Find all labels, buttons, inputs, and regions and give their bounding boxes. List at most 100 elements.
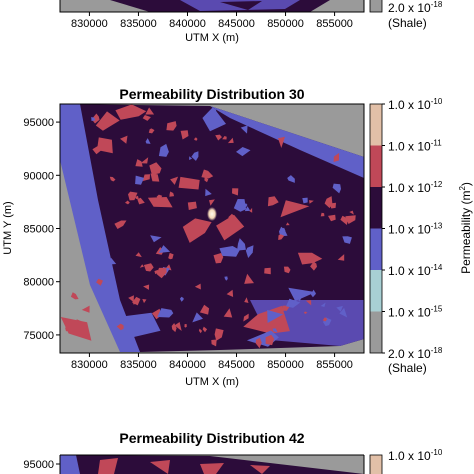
main-y-tick-label: 75000 xyxy=(23,330,54,342)
top-x-tick-label: 830000 xyxy=(71,18,108,30)
fracture-patch xyxy=(154,269,159,275)
colorbar-segment xyxy=(370,228,382,270)
main-x-tick-label: 845000 xyxy=(218,359,255,371)
fracture-patch xyxy=(156,194,163,199)
fracture-patch xyxy=(285,222,290,226)
main-chart-title: Permeability Distribution 30 xyxy=(119,86,304,102)
main-y-axis-label: UTM Y (m) xyxy=(2,201,14,254)
top-x-axis: 830000 835000 840000 845000 850000 855000 xyxy=(71,12,353,30)
fracture-patch xyxy=(278,136,285,148)
fracture-patch xyxy=(213,253,224,264)
fracture-patch xyxy=(223,308,233,318)
fracture-patch xyxy=(305,300,312,306)
main-x-axis: 830000 835000 840000 845000 850000 855000 xyxy=(71,353,353,371)
fracture-patch xyxy=(166,121,177,131)
top-panel: 830000 835000 840000 845000 850000 855000 UTM… xyxy=(59,0,443,44)
fracture-patch xyxy=(286,298,301,308)
fracture-patch xyxy=(320,302,326,307)
fracture-patch xyxy=(296,294,304,302)
top-x-tick-label: 840000 xyxy=(169,18,206,30)
main-y-tick-label: 90000 xyxy=(23,170,54,182)
fracture-patch xyxy=(201,169,214,179)
fracture-patch xyxy=(123,107,134,118)
fracture-patch xyxy=(227,137,234,144)
fracture-patch xyxy=(265,334,275,346)
fracture-patch xyxy=(205,188,212,197)
fracture-patch xyxy=(179,296,184,302)
fracture-patch xyxy=(204,175,209,183)
main-y-tick-label: 80000 xyxy=(23,277,54,289)
fracture-patch xyxy=(243,305,290,334)
fracture-patch xyxy=(139,264,144,268)
fracture-patch xyxy=(226,289,234,297)
fracture-patch xyxy=(156,267,167,279)
top-colorbar-label-shale: (Shale) xyxy=(388,16,427,30)
fracture-patch xyxy=(125,200,130,205)
fracture-patch xyxy=(143,263,154,272)
fracture-patch xyxy=(337,254,345,261)
bottom-field-patch xyxy=(98,458,118,474)
low-perm-band xyxy=(60,104,140,352)
main-x-tick-label: 830000 xyxy=(71,359,108,371)
fracture-patch xyxy=(191,151,199,161)
fracture-patch xyxy=(149,162,162,175)
fracture-patch xyxy=(249,207,253,213)
bottom-colorbar-label: 1.0 x 10-10 xyxy=(388,448,443,463)
colorbar-segment xyxy=(370,270,382,312)
fracture-patch xyxy=(213,108,217,112)
main-y-tick-label: 85000 xyxy=(23,224,54,236)
fracture-patch xyxy=(255,337,262,349)
fracture-patch xyxy=(117,312,161,339)
colorbar-level-label: 1.0 x 10-11 xyxy=(388,139,442,154)
bottom-field-patch xyxy=(60,455,80,474)
fracture-patch xyxy=(91,113,100,124)
fracture-patch xyxy=(287,175,295,183)
top-x-tick-label: 835000 xyxy=(120,18,157,30)
main-x-axis-label: UTM X (m) xyxy=(185,376,239,388)
fracture-patch xyxy=(120,135,128,144)
fracture-patch xyxy=(170,176,179,185)
fracture-patch xyxy=(224,276,228,281)
fracture-patch xyxy=(232,188,239,196)
top-plot-frame xyxy=(59,0,365,13)
fracture-patch xyxy=(322,317,328,322)
fracture-patch xyxy=(171,323,177,333)
colorbar-level-label: 1.0 x 10-15 xyxy=(388,305,443,320)
fracture-patch xyxy=(215,134,222,141)
fracture-patch xyxy=(211,339,217,347)
bottom-panel: Permeability Distribution 42 95000 1.0 x… xyxy=(23,430,443,474)
fracture-patch xyxy=(309,200,314,204)
bottom-field-patch xyxy=(200,463,224,474)
fracture-patch xyxy=(339,307,348,318)
top-x-axis-label: UTM X (m) xyxy=(185,32,239,44)
colorbar-level-label: 1.0 x 10-10 xyxy=(388,97,443,112)
fracture-patch xyxy=(142,115,151,121)
colorbar-segment xyxy=(370,145,382,187)
fracture-patch xyxy=(214,328,224,341)
colorbar-label-shale: (Shale) xyxy=(388,361,427,375)
fracture-patch xyxy=(128,191,138,201)
fracture-patch xyxy=(244,273,254,284)
colorbar: 1.0 x 10-10 1.0 x 10-11 1.0 x 10-12 1.0 x 1… xyxy=(369,97,443,361)
fracture-patch xyxy=(237,238,246,251)
main-x-tick-label: 835000 xyxy=(120,359,157,371)
fracture-patch xyxy=(184,324,187,328)
fracture-patch xyxy=(96,278,103,286)
bottom-field-patch xyxy=(150,460,170,474)
fracture-patch xyxy=(168,252,174,260)
top-colorbar-label-shale-value: 2.0 x 10-18 xyxy=(388,0,443,15)
fracture-patch xyxy=(264,267,271,275)
fracture-patch xyxy=(157,308,174,318)
fracture-patch xyxy=(303,311,308,314)
fracture-patch xyxy=(128,295,134,303)
fracture-patch xyxy=(145,107,155,115)
fracture-patch xyxy=(209,199,215,206)
fracture-patch xyxy=(92,144,102,155)
fracture-patch xyxy=(202,107,226,132)
fracture-patch xyxy=(324,196,333,209)
fracture-patch xyxy=(199,304,210,315)
top-x-tick-label: 845000 xyxy=(218,18,255,30)
fracture-patch xyxy=(240,125,248,134)
bottom-colorbar-segment xyxy=(369,454,383,474)
fracture-patch xyxy=(283,266,291,274)
